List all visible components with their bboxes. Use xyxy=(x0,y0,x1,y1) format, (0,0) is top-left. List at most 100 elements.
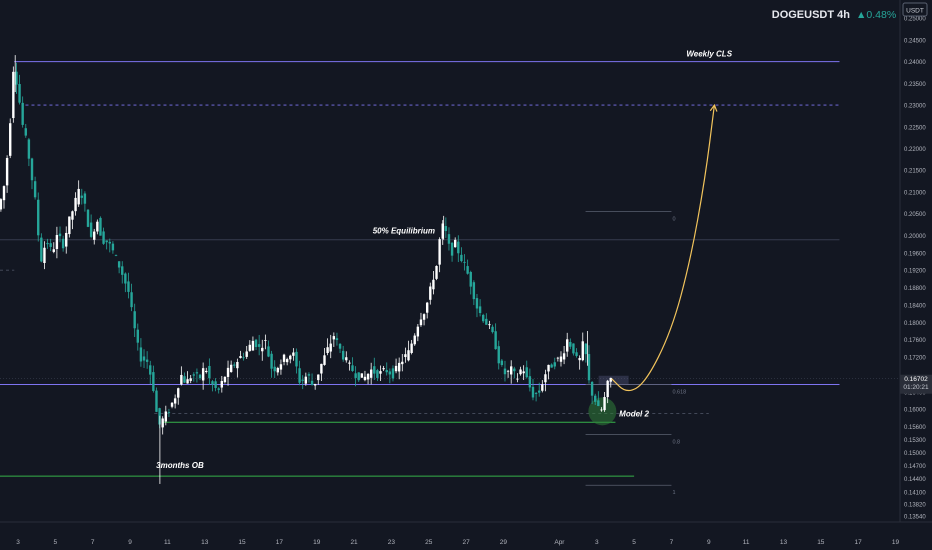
candle-body-172 xyxy=(534,392,538,394)
candle-body-98 xyxy=(304,376,308,384)
candle-body-76 xyxy=(236,361,239,369)
candle-body-30 xyxy=(93,231,96,240)
candle-body-8 xyxy=(24,128,27,136)
current-price-tag: 0.16702 01:20:21 xyxy=(900,374,932,394)
candle-body-43 xyxy=(133,311,136,329)
candle-body-152 xyxy=(472,282,476,300)
date-tick-17: 7 xyxy=(670,539,674,546)
date-tick-8: 19 xyxy=(313,539,321,546)
price-tick-8: 0.21000 xyxy=(904,190,926,196)
candle-body-126 xyxy=(391,368,395,379)
candle-body-85 xyxy=(264,340,267,341)
date-tick-1: 5 xyxy=(54,539,58,546)
candle-body-166 xyxy=(516,378,519,380)
candle-body-35 xyxy=(108,241,111,244)
candle-body-66 xyxy=(205,370,208,373)
price-tag-box xyxy=(900,374,932,394)
candle-body-150 xyxy=(466,266,469,274)
candle-body-117 xyxy=(363,376,367,381)
price-tick-21: 0.15300 xyxy=(904,438,926,444)
candle-body-167 xyxy=(519,369,522,375)
currency-badge[interactable] xyxy=(902,2,928,17)
candle-body-125 xyxy=(388,371,392,375)
candle-body-186 xyxy=(578,358,581,361)
date-tick-6: 15 xyxy=(238,539,246,546)
date-tick-20: 13 xyxy=(780,539,788,546)
candle-body-26 xyxy=(80,195,83,198)
candle-body-130 xyxy=(404,354,407,358)
price-tick-14: 0.18400 xyxy=(904,303,926,309)
candle-body-127 xyxy=(394,365,398,372)
candle-body-22 xyxy=(68,216,71,235)
candle-body-60 xyxy=(186,379,189,384)
candle-body-123 xyxy=(382,368,385,370)
candle-body-11 xyxy=(33,181,37,198)
candle-body-107 xyxy=(332,336,336,340)
candle-body-78 xyxy=(242,357,245,359)
candle-body-189 xyxy=(587,354,591,381)
candle-body-99 xyxy=(307,374,311,376)
candle-body-118 xyxy=(366,373,370,380)
price-tick-22: 0.15000 xyxy=(904,451,926,457)
price-tick-12: 0.19200 xyxy=(904,269,926,275)
model2-label: Model 2 xyxy=(619,410,649,419)
candle-body-46 xyxy=(142,356,146,361)
candle-body-19 xyxy=(58,233,62,237)
price-tick-9: 0.20500 xyxy=(904,212,926,218)
candle-body-59 xyxy=(183,376,186,383)
candle-body-168 xyxy=(522,371,525,374)
candle-body-41 xyxy=(127,281,130,292)
date-tick-15: 3 xyxy=(595,539,599,546)
price-tick-3: 0.23500 xyxy=(904,82,926,88)
candle-body-151 xyxy=(469,272,472,287)
price-tick-7: 0.21500 xyxy=(904,169,926,175)
candle-body-80 xyxy=(248,344,252,351)
fib-label-1: 0.618 xyxy=(672,389,686,395)
candle-body-114 xyxy=(354,373,357,378)
price-axis-ticks: 0.25000 0.24500 0.24000 0.23500 0.23000 0.225… xyxy=(904,17,926,521)
candle-body-15 xyxy=(46,243,49,245)
candle-body-16 xyxy=(49,243,52,247)
fib-label-2: 0.8 xyxy=(672,439,680,445)
candle-body-122 xyxy=(379,371,382,374)
price-tick-26: 0.13820 xyxy=(904,502,926,508)
price-tick-4: 0.23000 xyxy=(904,104,926,110)
candle-body-93 xyxy=(289,355,292,360)
price-tick-1: 0.24500 xyxy=(904,38,926,44)
candle-body-68 xyxy=(211,381,214,385)
change-arrow-icon: ▲ xyxy=(856,9,866,21)
candle-body-10 xyxy=(30,158,34,181)
candles-layer xyxy=(0,55,612,484)
date-tick-4: 11 xyxy=(164,539,171,546)
candle-body-17 xyxy=(52,249,55,252)
candle-body-147 xyxy=(457,241,460,254)
fib-label-3: 1 xyxy=(672,490,675,496)
candle-body-50 xyxy=(155,390,158,412)
candle-body-47 xyxy=(145,359,149,362)
candle-body-33 xyxy=(102,231,105,244)
candle-body-42 xyxy=(130,292,133,308)
candle-body-115 xyxy=(357,372,360,381)
candle-body-89 xyxy=(276,367,280,373)
price-tick-17: 0.17200 xyxy=(904,356,926,362)
candle-body-81 xyxy=(251,340,255,351)
candle-body-171 xyxy=(531,386,535,398)
candle-body-149 xyxy=(463,261,466,263)
candle-body-86 xyxy=(267,346,270,357)
time-axis-ticks[interactable]: 3 5 7 9 11 13 15 17 19 21 23 25 27 29 Apr 3 5 7 9 11 13 15 17 1… xyxy=(16,539,899,546)
candle-body-69 xyxy=(214,381,217,388)
candle-body-83 xyxy=(257,344,261,347)
price-tick-10: 0.20000 xyxy=(904,234,926,240)
candle-body-82 xyxy=(254,339,258,348)
projection-arrow-head xyxy=(709,103,718,112)
candle-body-6 xyxy=(18,84,21,103)
candle-body-175 xyxy=(544,374,547,383)
price-axis[interactable] xyxy=(900,0,932,522)
candle-body-1 xyxy=(2,186,6,201)
candle-body-56 xyxy=(173,398,177,404)
candle-body-92 xyxy=(285,359,289,363)
candle-body-185 xyxy=(575,352,578,356)
symbol-name: DOGEUSDT xyxy=(772,9,835,21)
